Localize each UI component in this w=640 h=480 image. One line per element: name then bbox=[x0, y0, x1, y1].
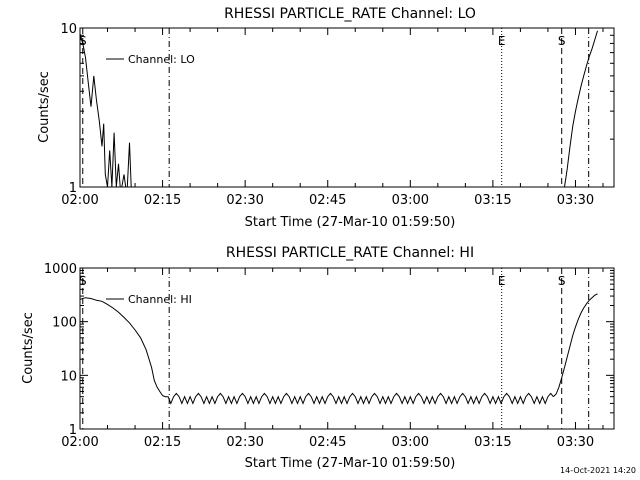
plot-frame bbox=[79, 267, 615, 430]
axis-ticks: 02:00 02:15 02:30 02:45 03:00 03:15 03:30 1 10 bbox=[60, 22, 614, 208]
data-layer bbox=[79, 293, 598, 405]
chart-title: RHESSI PARTICLE_RATE Channel: HI bbox=[226, 245, 474, 261]
x-axis-label: Start Time (27-Mar-10 01:59:50) bbox=[245, 456, 456, 471]
x-tick-label: 02:15 bbox=[144, 193, 181, 208]
x-tick-label: 02:00 bbox=[61, 435, 98, 450]
x-tick-label: 03:15 bbox=[474, 435, 511, 450]
series-line bbox=[79, 33, 133, 188]
plot-frame bbox=[79, 27, 615, 188]
x-tick-label: 03:30 bbox=[557, 435, 594, 450]
y-tick-label: 10 bbox=[60, 369, 77, 384]
marker-label: S bbox=[558, 274, 566, 288]
y-tick-label: 1 bbox=[69, 181, 77, 196]
y-tick-label: 10 bbox=[60, 22, 77, 37]
y-tick-label: 1 bbox=[69, 423, 77, 438]
y-tick-label: 1000 bbox=[44, 262, 77, 277]
y-axis-label: Counts/sec bbox=[21, 312, 36, 384]
y-axis-label: Counts/sec bbox=[37, 71, 52, 143]
series-line bbox=[553, 293, 598, 398]
axis-ticks: 02:00 02:15 02:30 02:45 03:00 03:15 03:30 1 10 10… bbox=[44, 262, 614, 450]
x-tick-label: 02:30 bbox=[226, 435, 263, 450]
series-line bbox=[79, 297, 554, 405]
x-tick-label: 02:30 bbox=[226, 193, 263, 208]
series-line bbox=[564, 30, 598, 188]
marker-label: S bbox=[79, 34, 87, 48]
x-tick-label: 03:15 bbox=[474, 193, 511, 208]
x-tick-label: 02:45 bbox=[309, 193, 346, 208]
chart-title: RHESSI PARTICLE_RATE Channel: LO bbox=[224, 6, 476, 22]
marker-label: E bbox=[498, 34, 506, 48]
footer-timestamp: 14-Oct-2021 14:20 bbox=[560, 466, 636, 475]
x-tick-label: 02:00 bbox=[61, 193, 98, 208]
marker-label: S bbox=[558, 34, 566, 48]
marker-label: E bbox=[498, 274, 506, 288]
x-axis-label: Start Time (27-Mar-10 01:59:50) bbox=[245, 215, 456, 230]
legend-label: Channel: HI bbox=[128, 293, 192, 306]
chart-panel-lo: RHESSI PARTICLE_RATE Channel: LO 02:00 02… bbox=[37, 6, 615, 230]
x-tick-label: 02:15 bbox=[144, 435, 181, 450]
legend-label: Channel: LO bbox=[128, 53, 195, 66]
data-layer bbox=[79, 30, 598, 188]
x-tick-label: 03:00 bbox=[392, 435, 429, 450]
y-tick-label: 100 bbox=[52, 316, 77, 331]
x-tick-label: 02:45 bbox=[309, 435, 346, 450]
x-tick-label: 03:30 bbox=[557, 193, 594, 208]
marker-label: S bbox=[79, 274, 87, 288]
chart-panel-hi: RHESSI PARTICLE_RATE Channel: HI 02:00 02… bbox=[21, 245, 615, 471]
x-tick-label: 03:00 bbox=[392, 193, 429, 208]
